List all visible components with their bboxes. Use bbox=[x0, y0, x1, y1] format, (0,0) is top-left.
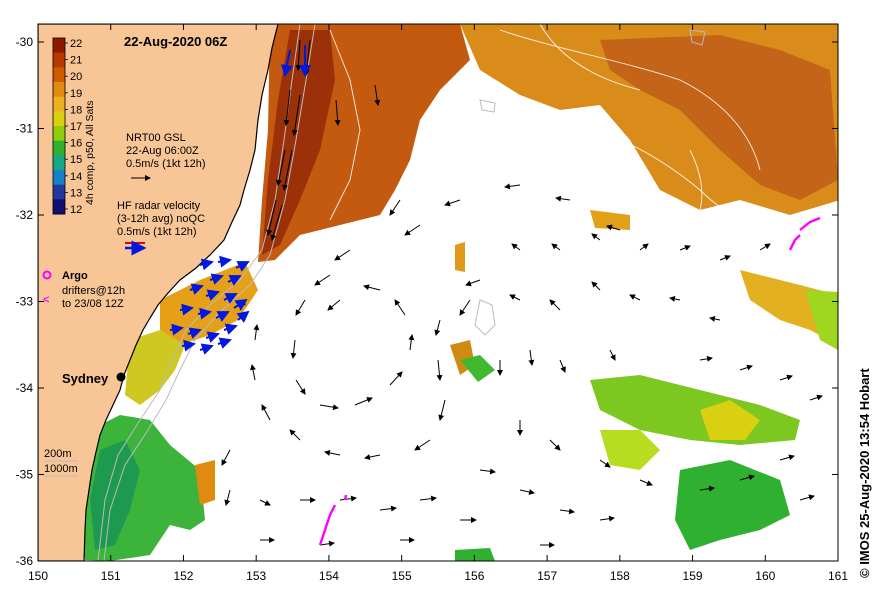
isobaths bbox=[97, 24, 706, 561]
x-tick-label: 157 bbox=[537, 569, 557, 583]
x-tick-label: 150 bbox=[28, 569, 48, 583]
plot-frame bbox=[37, 23, 839, 562]
colorbar-tick-label: 18 bbox=[70, 104, 82, 116]
colorbar-tick-label: 16 bbox=[70, 138, 82, 150]
colorbar: 22 21 20 19 18 17 16 15 14 13 12 bbox=[52, 37, 82, 216]
x-tick-label: 156 bbox=[464, 569, 484, 583]
map-title: 22-Aug-2020 06Z bbox=[124, 34, 227, 49]
hf-title: HF radar velocity bbox=[117, 200, 201, 212]
colorbar-segment bbox=[53, 126, 65, 142]
colorbar-tick-label: 19 bbox=[70, 88, 82, 100]
colorbar-segment bbox=[53, 111, 65, 127]
drifters-to-label: to 23/08 12Z bbox=[62, 298, 124, 310]
sydney-label: Sydney bbox=[62, 371, 109, 386]
colorbar-segment bbox=[53, 170, 65, 186]
argo-label: Argo bbox=[62, 270, 88, 282]
australia-land bbox=[38, 24, 279, 561]
isobath-200-label: 200m bbox=[44, 448, 72, 460]
gsl-title: NRT00 GSL bbox=[126, 132, 186, 144]
x-tick-label: 158 bbox=[610, 569, 630, 583]
hf-avg: (3-12h avg) noQC bbox=[117, 213, 205, 225]
colorbar-segment bbox=[53, 82, 65, 98]
colorbar-tick-label: 21 bbox=[70, 55, 82, 67]
sst-patch-orange-small bbox=[455, 242, 465, 272]
sst-patch-yellow-east bbox=[740, 270, 838, 345]
x-axis-ticks: 150 151 152 153 154 155 156 157 158 159 160 161 bbox=[28, 24, 848, 583]
argo-legend-icon bbox=[42, 270, 52, 280]
y-axis-ticks: -30 -31 -32 -33 -34 -35 -36 bbox=[16, 35, 838, 568]
x-tick-label: 161 bbox=[828, 569, 848, 583]
colorbar-tick-label: 15 bbox=[70, 154, 82, 166]
sst-patch-darkorange-ne bbox=[600, 35, 838, 200]
sst-patch-green-se bbox=[675, 460, 790, 550]
sst-patch-shelf-south bbox=[125, 330, 185, 405]
y-tick-label: -31 bbox=[16, 122, 34, 136]
sst-patches bbox=[80, 24, 838, 561]
colorbar-segment bbox=[53, 67, 65, 83]
colorbar-segment bbox=[53, 52, 65, 68]
sydney-marker bbox=[116, 372, 126, 382]
sst-patch-green-center bbox=[460, 355, 495, 382]
x-tick-label: 153 bbox=[246, 569, 266, 583]
hf-scale: 0.5m/s (1kt 12h) bbox=[117, 226, 196, 238]
gsl-time: 22-Aug 06:00Z bbox=[126, 145, 199, 157]
colorbar-segment bbox=[53, 199, 65, 215]
sst-patch-lime-se bbox=[600, 430, 660, 470]
hf-radar-vectors bbox=[169, 45, 311, 355]
colorbar-segment bbox=[53, 38, 65, 54]
colorbar-tick-label: 20 bbox=[70, 71, 82, 83]
colorbar-segment bbox=[53, 96, 65, 112]
x-tick-label: 159 bbox=[683, 569, 703, 583]
x-tick-label: 152 bbox=[173, 569, 193, 583]
colorbar-tick-label: 12 bbox=[70, 204, 82, 216]
colorbar-tick-label: 14 bbox=[70, 171, 82, 183]
isobath-1000-label: 1000m bbox=[44, 463, 78, 475]
ssh-contours bbox=[329, 24, 801, 225]
x-tick-label: 160 bbox=[755, 569, 775, 583]
x-tick-label: 151 bbox=[101, 569, 121, 583]
sst-patch-warm-inner bbox=[262, 30, 335, 255]
drifters-label: drifters@12h bbox=[62, 285, 125, 297]
colorbar-segment bbox=[53, 140, 65, 156]
colorbar-label: 4h comp, p50, All Sats bbox=[84, 101, 96, 205]
x-tick-label: 154 bbox=[319, 569, 339, 583]
x-tick-label: 155 bbox=[392, 569, 412, 583]
colorbar-segment bbox=[53, 155, 65, 171]
y-tick-label: -30 bbox=[16, 35, 34, 49]
plot-area bbox=[38, 24, 838, 561]
colorbar-tick-label: 17 bbox=[70, 121, 82, 133]
y-tick-label: -35 bbox=[16, 468, 34, 482]
y-tick-label: -33 bbox=[16, 295, 34, 309]
sst-patch-green-bottom bbox=[455, 548, 495, 561]
sst-patch-mid-east bbox=[450, 175, 780, 300]
sst-patch-green-east bbox=[805, 290, 838, 350]
y-tick-label: -36 bbox=[16, 554, 34, 568]
colorbar-tick-label: 22 bbox=[70, 38, 82, 50]
drifter-legend-icon: < bbox=[43, 294, 49, 306]
sst-patch-orange-east-small bbox=[590, 210, 630, 230]
imos-credit: © IMOS 25-Aug-2020 13:54 Hobart bbox=[857, 368, 872, 578]
colorbar-segment bbox=[53, 184, 65, 200]
sst-patch-orange-south bbox=[195, 460, 215, 505]
y-tick-label: -34 bbox=[16, 381, 34, 395]
sst-patch-yellow-mid bbox=[700, 400, 760, 440]
colorbar-tick-label: 13 bbox=[70, 187, 82, 199]
y-tick-label: -32 bbox=[16, 208, 34, 222]
drifters bbox=[318, 216, 821, 546]
gsl-scale: 0.5m/s (1kt 12h) bbox=[126, 158, 205, 170]
